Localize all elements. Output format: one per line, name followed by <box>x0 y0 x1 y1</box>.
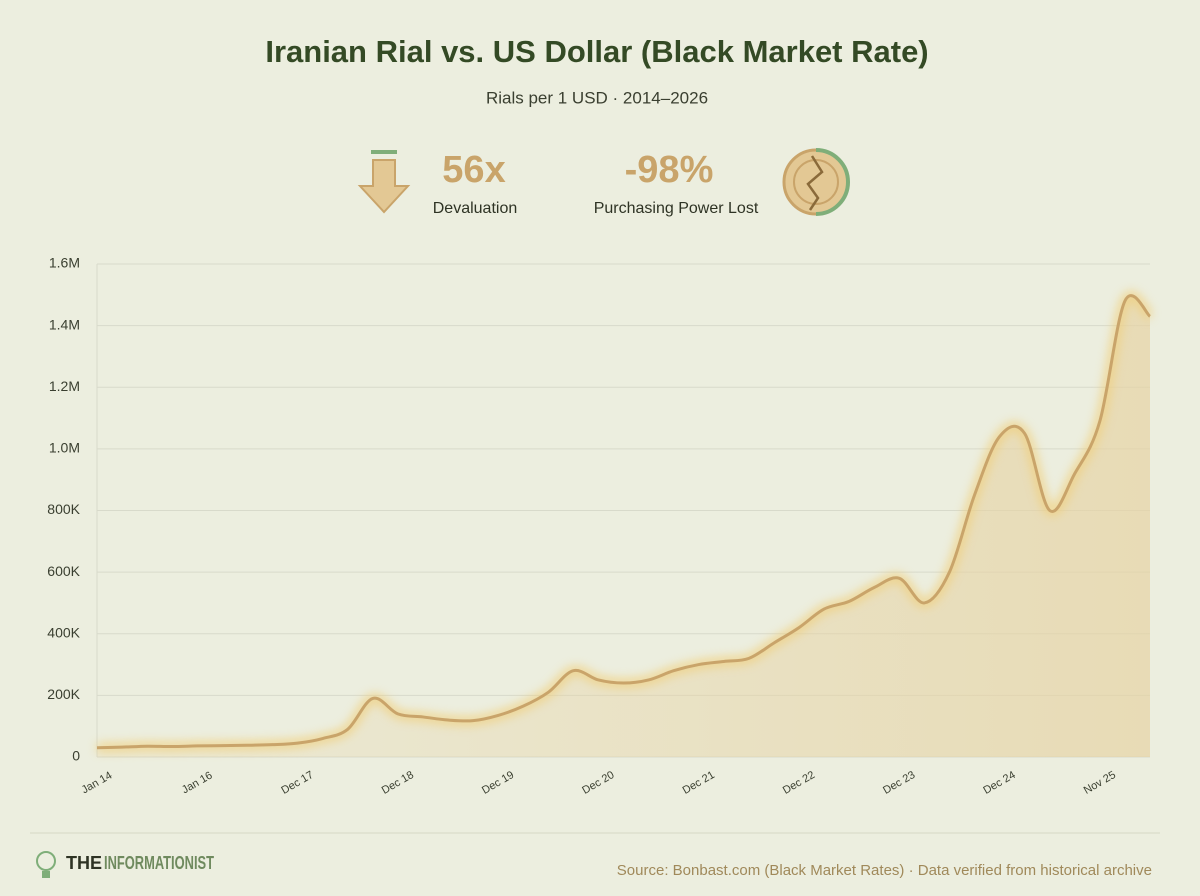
y-tick-label: 1.2M <box>49 378 80 394</box>
stat-label: Purchasing Power Lost <box>594 200 759 217</box>
chart-title: Iranian Rial vs. US Dollar (Black Market… <box>265 34 928 69</box>
y-tick-label: 400K <box>47 624 80 640</box>
stat-label: Devaluation <box>433 200 518 217</box>
brand: THE <box>66 853 102 873</box>
y-tick-label: 1.0M <box>49 440 80 456</box>
stat-value: 56x <box>442 149 505 191</box>
y-tick-label: 600K <box>47 563 80 579</box>
coin-icon <box>782 148 850 216</box>
source: Source: Bonbast.com (Black Market Rates)… <box>617 862 1152 879</box>
y-tick-label: 200K <box>47 686 80 702</box>
brand-logo <box>36 851 56 878</box>
area <box>97 295 1150 757</box>
y-tick-label: 0 <box>72 748 80 764</box>
brand: INFORMATIONIST <box>104 853 214 873</box>
y-tick-label: 1.4M <box>49 316 80 332</box>
arrow-icon <box>357 150 411 214</box>
chart-subtitle: Rials per 1 USD · 2014–2026 <box>486 88 708 107</box>
y-tick-label: 1.6M <box>49 255 80 271</box>
y-tick-label: 800K <box>47 501 80 517</box>
stat-value: -98% <box>625 149 714 191</box>
line <box>96 294 1152 750</box>
